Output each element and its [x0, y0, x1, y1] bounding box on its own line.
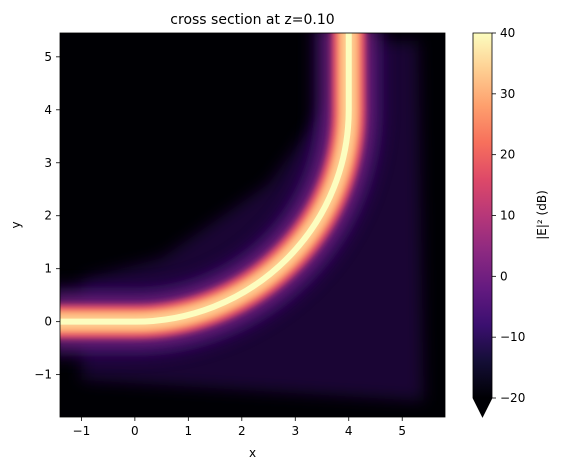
y-tick-label: 5: [44, 50, 52, 64]
colorbar-tick-label: −20: [500, 391, 525, 405]
waveguide-mode-layer-5: [60, 33, 352, 325]
x-tick-label: 1: [185, 424, 193, 438]
colorbar: −20 −10 0 10 20 30 40 |E|² (dB): [472, 26, 549, 418]
colorbar-tick-label: 30: [500, 87, 515, 101]
colorbar-label: |E|² (dB): [535, 190, 549, 240]
colorbar-gradient: [473, 33, 492, 398]
x-tick-label: 2: [238, 424, 246, 438]
x-tick-label: 0: [131, 424, 139, 438]
plot-frame: [59, 32, 446, 418]
x-axis-ticks: −1 0 1 2 3 4 5: [73, 417, 406, 438]
x-tick-label: −1: [73, 424, 91, 438]
colorbar-tick-label: 20: [500, 148, 515, 162]
colorbar-extend-triangle: [473, 398, 492, 417]
y-tick-label: 3: [44, 156, 52, 170]
y-tick-label: 4: [44, 103, 52, 117]
colorbar-tick-label: −10: [500, 330, 525, 344]
y-tick-label: −1: [34, 368, 52, 382]
colorbar-tick-label: 10: [500, 209, 515, 223]
y-tick-label: 2: [44, 209, 52, 223]
x-tick-label: 3: [291, 424, 299, 438]
x-tick-label: 5: [398, 424, 406, 438]
x-axis-label: x: [249, 446, 256, 460]
colorbar-tick-label: 40: [500, 26, 515, 40]
y-axis-ticks: −1 0 1 2 3 4 5: [34, 50, 60, 382]
y-tick-label: 1: [44, 262, 52, 276]
field-intensity: [60, 33, 424, 402]
colorbar-tick-label: 0: [500, 269, 508, 283]
plot-area: [60, 33, 445, 417]
chart-title: cross section at z=0.10: [170, 12, 334, 28]
x-tick-label: 4: [345, 424, 353, 438]
y-axis-label: y: [9, 221, 23, 228]
colorbar-outline: [472, 32, 493, 418]
y-tick-label: 0: [44, 315, 52, 329]
colorbar-ticks: −20 −10 0 10 20 30 40: [492, 26, 525, 405]
